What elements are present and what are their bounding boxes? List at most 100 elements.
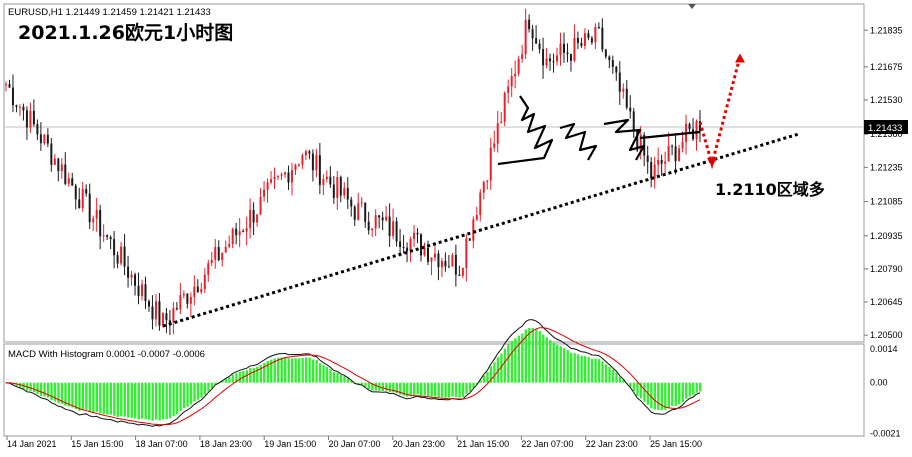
macd-bar (343, 376, 346, 383)
candle (528, 14, 531, 33)
candle (493, 130, 496, 152)
candle (423, 242, 426, 257)
candle (646, 145, 649, 174)
candle (364, 202, 367, 228)
candle (503, 91, 506, 127)
candle (144, 276, 147, 309)
macd-bar (440, 382, 444, 398)
candle (576, 31, 579, 49)
candle (413, 224, 416, 248)
macd-bar (653, 382, 657, 410)
candle (130, 270, 133, 286)
macd-bar (207, 382, 210, 392)
candle (273, 167, 276, 189)
macd-bar (479, 379, 482, 383)
candle (270, 171, 273, 185)
candle (629, 95, 632, 119)
time-tick-label: 22 Jan 23:00 (586, 439, 638, 449)
macd-bar (664, 382, 667, 410)
macd-bar (482, 375, 486, 383)
candle (57, 157, 60, 182)
candle (200, 282, 203, 295)
macd-bar (402, 382, 405, 396)
macd-bar (528, 327, 531, 383)
macd-bar (235, 373, 238, 383)
macd-bar (493, 362, 496, 383)
candle (388, 203, 391, 247)
macd-bar (46, 382, 50, 398)
macd-bar (699, 382, 702, 392)
candle (287, 165, 290, 190)
candle (18, 104, 21, 116)
macd-tick-label: 0.00 (870, 378, 888, 388)
macd-header: MACD With Histogram 0.0001 -0.0007 -0.00… (8, 349, 205, 360)
macd-bar (454, 382, 458, 398)
macd-bar (674, 382, 677, 406)
candle (535, 25, 538, 44)
macd-bar (144, 382, 147, 420)
macd-bar (123, 382, 126, 417)
macd-bar (85, 382, 88, 410)
candle (154, 294, 157, 327)
candle (99, 204, 102, 250)
macd-bar (154, 382, 158, 420)
macd-bar (426, 382, 430, 397)
time-tick-label: 18 Jan 07:00 (136, 439, 188, 449)
macd-bar (158, 382, 161, 421)
candle (420, 233, 423, 262)
macd-bar (594, 358, 597, 383)
macd-bar (147, 382, 151, 420)
candle (500, 112, 503, 124)
price-tick-label: 1.20500 (870, 330, 903, 340)
candle (350, 196, 353, 217)
macd-bar (510, 340, 514, 383)
macd-bar (186, 382, 189, 407)
macd-bar (151, 382, 154, 421)
macd-bar (406, 382, 409, 397)
candle (116, 251, 119, 269)
macd-bar (643, 382, 646, 402)
macd-bar (350, 380, 353, 383)
macd-bar (189, 382, 193, 405)
candle (517, 55, 520, 77)
macd-bar (611, 369, 615, 383)
candle (311, 149, 314, 182)
macd-bar (388, 382, 392, 393)
candle (5, 81, 7, 92)
macd-bar (263, 363, 266, 383)
macd-bar (371, 382, 374, 391)
price-tick-label: 1.20935 (870, 231, 903, 241)
macd-bar (259, 364, 262, 383)
macd-bar (357, 382, 360, 385)
candle (660, 154, 663, 176)
time-tick-label: 15 Jan 15:00 (71, 439, 123, 449)
symbol-header: EURUSD,H1 1.21449 1.21459 1.21421 1.2143… (8, 7, 211, 18)
macd-bar (587, 357, 590, 383)
candle (549, 53, 552, 71)
macd-bar (381, 382, 385, 392)
zone-annotation: 1.2110区域多 (715, 180, 825, 199)
candle (667, 132, 670, 162)
macd-bar (141, 382, 144, 419)
candle (179, 283, 182, 315)
candle (158, 293, 161, 331)
macd-bar (130, 382, 133, 418)
signal-line (5, 327, 701, 426)
candle (437, 250, 440, 281)
macd-bar (657, 382, 660, 410)
candle (688, 122, 691, 133)
macd-bar (280, 357, 283, 383)
macd-bar (542, 334, 545, 383)
scroll-right-icon[interactable] (688, 4, 696, 9)
macd-bar (179, 382, 182, 412)
candle (193, 275, 196, 306)
candle (25, 106, 28, 140)
candle (601, 18, 604, 53)
macd-bar (521, 333, 524, 383)
macd-bar (374, 382, 378, 391)
candle (395, 217, 398, 247)
candle (618, 61, 621, 105)
candle (566, 43, 569, 63)
candle (447, 254, 450, 268)
